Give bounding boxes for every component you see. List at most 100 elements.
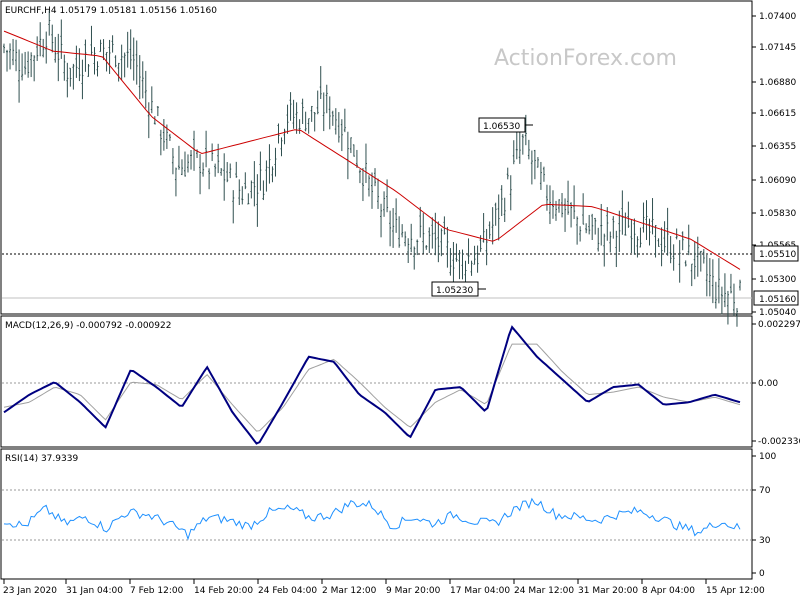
x-tick: 14 Feb 20:00 <box>194 586 253 596</box>
price-bar <box>235 161 238 178</box>
price-bar <box>672 244 675 271</box>
price-bar <box>618 210 621 252</box>
price-panel <box>0 0 753 315</box>
price-bar <box>259 151 262 191</box>
price-bar <box>208 168 211 190</box>
price-bar <box>96 61 99 77</box>
price-bar <box>624 212 627 236</box>
price-bar <box>497 194 500 241</box>
price-bar <box>693 241 696 280</box>
price-bar <box>337 112 340 143</box>
rsi-y-axis: 100 70 30 0 <box>752 452 776 579</box>
price-bar <box>304 111 307 132</box>
price-bar <box>271 166 274 183</box>
price-bar <box>174 167 177 197</box>
price-bar <box>467 238 470 264</box>
price-tick: 1.06880 <box>759 78 796 88</box>
price-bar <box>518 131 521 164</box>
price-bar <box>657 238 660 247</box>
macd-tick: 0.002297 <box>758 320 800 330</box>
price-bar <box>570 202 573 228</box>
price-bar <box>265 160 268 192</box>
price-bar <box>286 104 289 134</box>
price-bar <box>325 84 328 114</box>
price-bar <box>84 39 87 72</box>
price-tick: 1.05300 <box>759 275 796 285</box>
price-bar <box>361 168 364 202</box>
price-bar <box>392 208 395 248</box>
price-bar <box>6 49 9 72</box>
current-price-label: 1.05160 <box>759 295 796 305</box>
price-bar <box>358 169 361 184</box>
price-bar <box>144 70 147 109</box>
price-bar <box>262 180 265 201</box>
price-bar <box>603 233 606 267</box>
price-bar <box>431 217 434 249</box>
price-bar <box>594 217 597 235</box>
rsi-panel <box>0 448 753 580</box>
price-bar <box>247 193 250 205</box>
price-bar <box>9 43 12 70</box>
x-tick: 17 Mar 04:00 <box>450 586 510 596</box>
price-bar <box>621 190 624 235</box>
macd-tick: -0.002336 <box>758 437 800 447</box>
price-bar <box>374 168 377 187</box>
price-bar <box>702 249 705 264</box>
price-bar <box>413 246 416 270</box>
macd-header: MACD(12,26,9) -0.000792 -0.000922 <box>5 321 171 331</box>
price-bar <box>500 185 503 217</box>
price-bar <box>162 119 165 151</box>
price-bar <box>132 37 135 81</box>
price-bar <box>660 227 663 267</box>
price-bar <box>21 53 24 81</box>
price-bar <box>171 148 174 175</box>
price-bar <box>377 178 380 209</box>
price-bar <box>687 224 690 256</box>
price-bar <box>720 286 723 315</box>
price-bar <box>576 216 579 245</box>
price-bar <box>253 161 256 207</box>
rsi-tick: 100 <box>759 452 776 462</box>
price-bar <box>615 230 618 268</box>
price-bar <box>72 63 75 90</box>
price-bar <box>437 221 440 263</box>
rsi-tick: 0 <box>759 569 765 579</box>
price-bar <box>404 231 407 247</box>
price-bar <box>383 191 386 217</box>
price-bar <box>42 38 45 58</box>
current-price-box <box>753 290 799 306</box>
price-bar <box>714 281 717 309</box>
price-bar <box>491 207 494 245</box>
price-bar <box>639 227 642 248</box>
price-bar <box>633 218 636 255</box>
price-bar <box>51 24 54 53</box>
price-bar <box>202 162 205 177</box>
annotation-low-label: 1.05230 <box>436 286 473 296</box>
price-bar <box>651 198 654 235</box>
rsi-line <box>3 497 741 541</box>
price-bar <box>187 154 189 173</box>
price-bar <box>558 199 561 213</box>
price-bar <box>177 145 180 170</box>
price-bar <box>66 62 69 98</box>
price-bar <box>407 238 410 263</box>
price-bar <box>461 249 464 280</box>
price-bar <box>205 130 208 168</box>
price-bar <box>735 308 738 327</box>
price-tick: 1.06615 <box>759 109 796 119</box>
price-bar <box>473 245 476 265</box>
price-bar <box>419 206 422 238</box>
x-tick: 31 Jan 04:00 <box>66 586 123 596</box>
x-axis: 23 Jan 2020 31 Jan 04:00 7 Feb 12:00 14 … <box>3 579 765 596</box>
price-bar <box>539 161 542 190</box>
price-bar <box>331 110 334 126</box>
price-bar <box>223 153 226 201</box>
price-bar <box>180 159 183 176</box>
price-bar <box>316 90 319 115</box>
price-bar <box>729 273 732 294</box>
price-bar <box>509 175 512 211</box>
x-tick: 9 Mar 20:00 <box>386 586 441 596</box>
price-bar <box>33 55 36 82</box>
price-bar <box>630 219 633 254</box>
price-bar <box>15 39 18 72</box>
